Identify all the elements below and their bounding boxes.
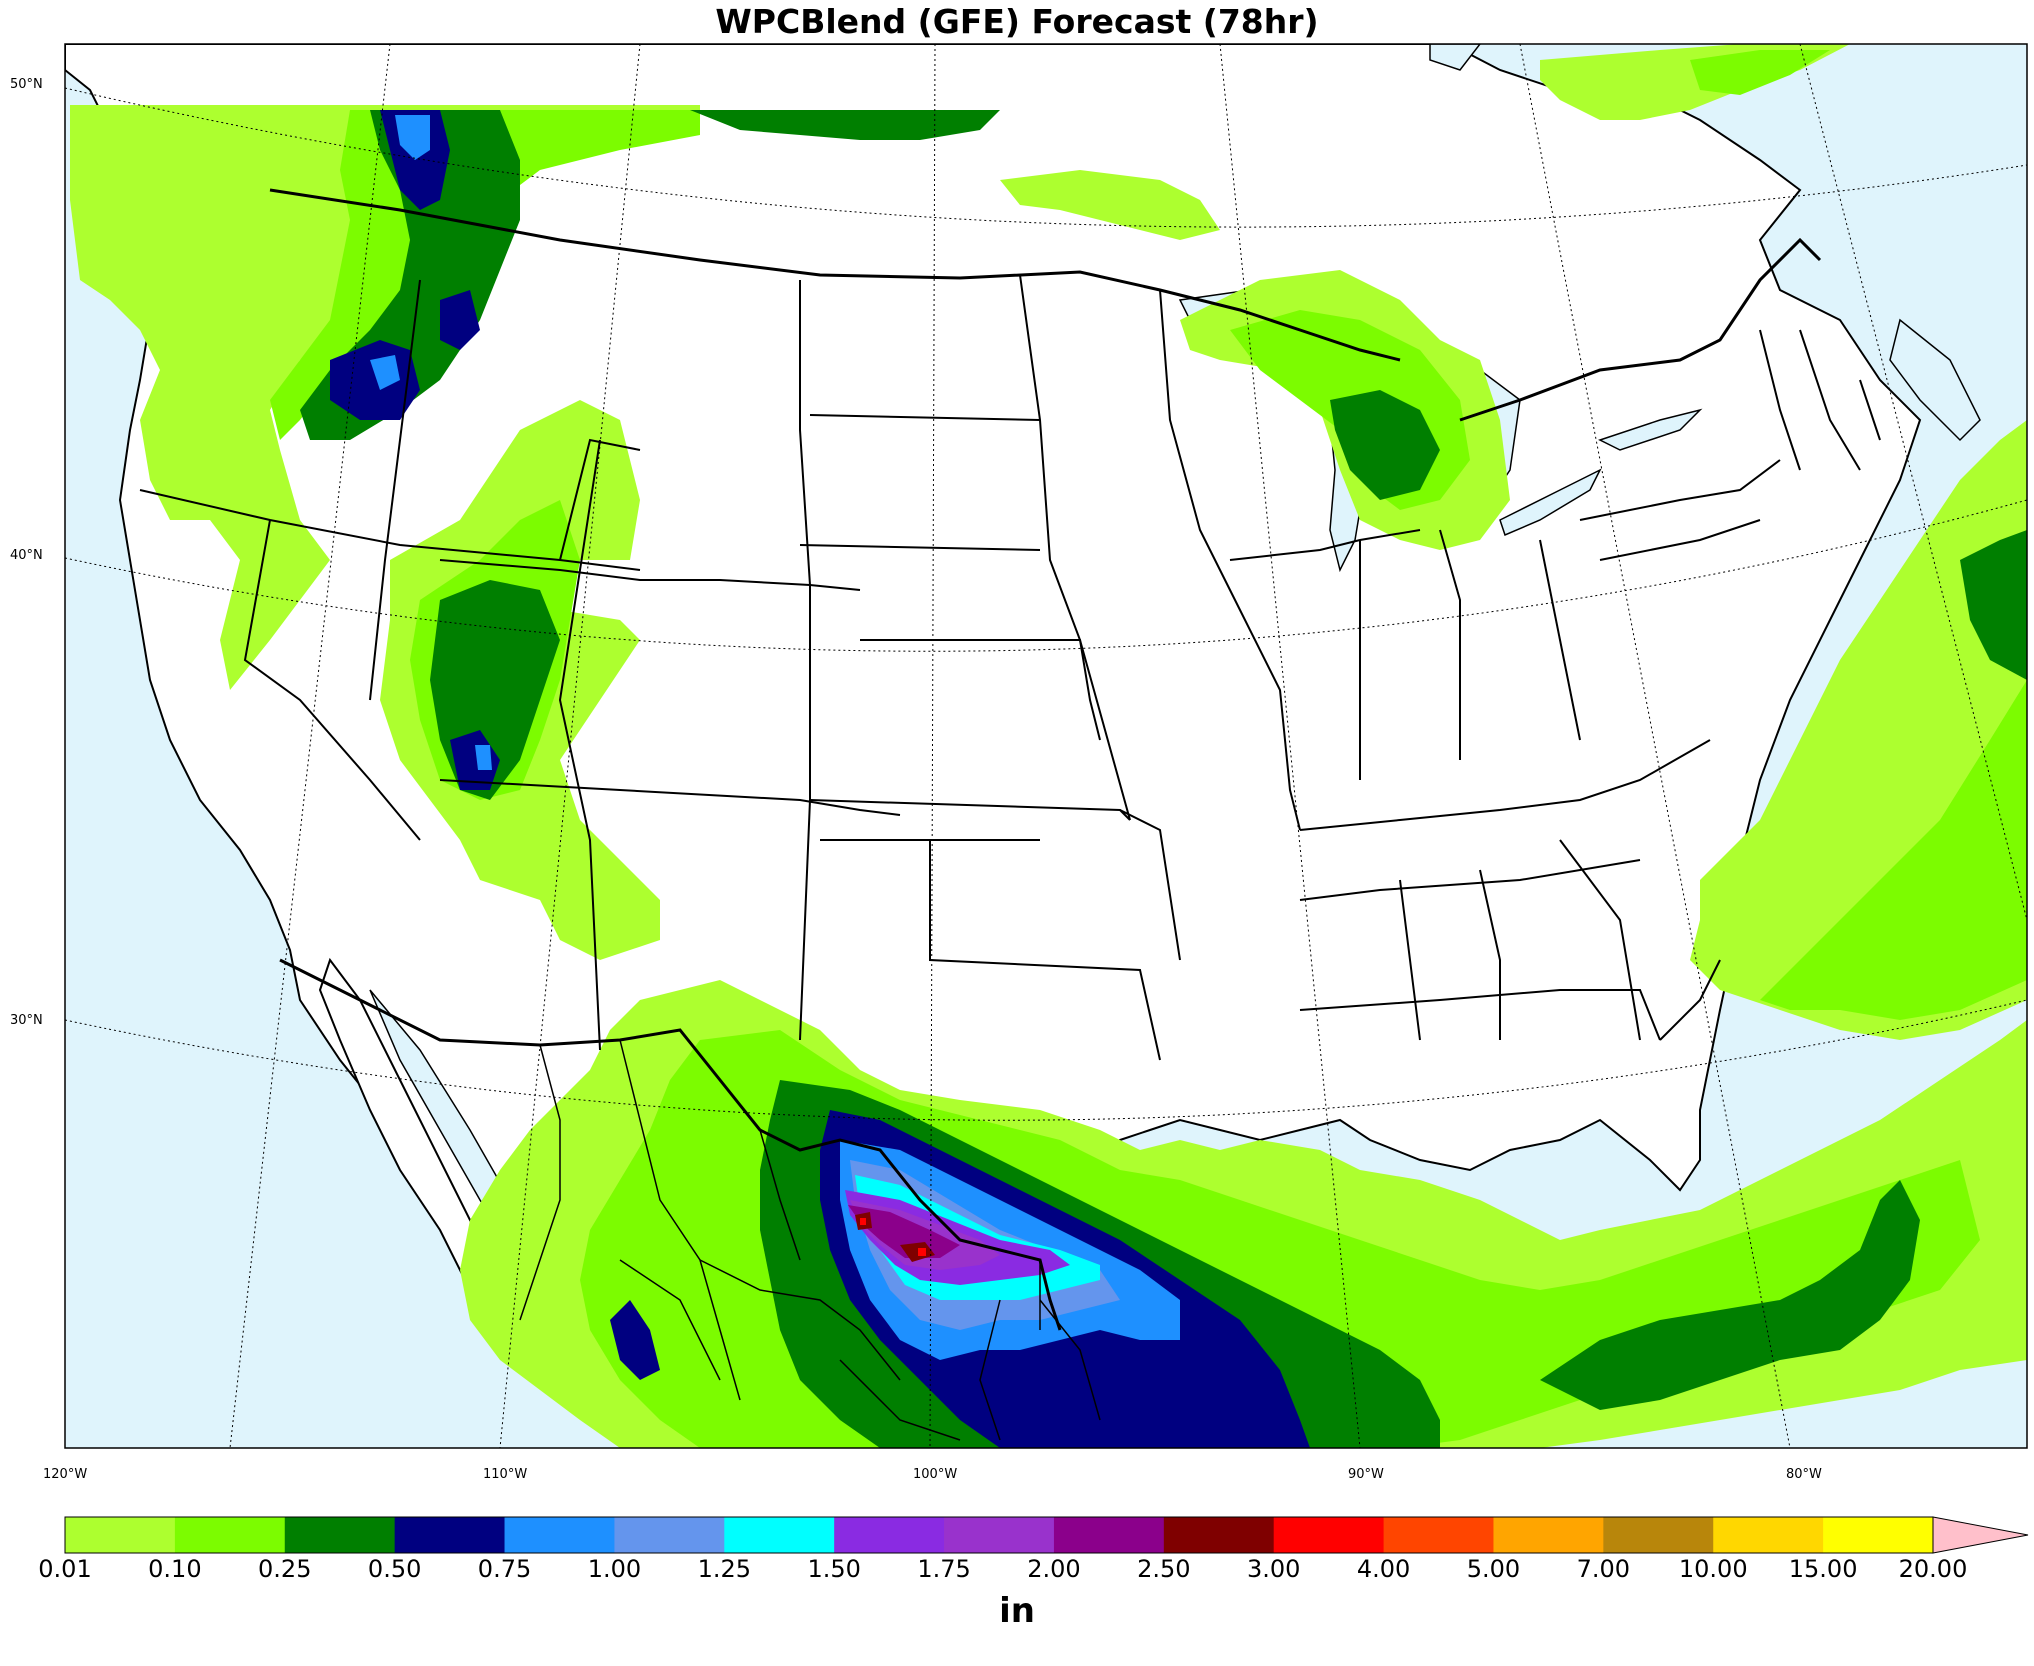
colorbar-tick-label: 15.00 <box>1788 1555 1858 1583</box>
colorbar-tick-label: 1.50 <box>807 1555 861 1583</box>
lon-label-120: 120°W <box>43 1467 88 1482</box>
colorbar-tick-label: 0.10 <box>148 1555 202 1583</box>
colorbar <box>64 1516 2029 1554</box>
lon-label-100: 100°W <box>913 1467 958 1482</box>
colorbar-segment <box>944 1517 1055 1553</box>
colorbar-tick-label: 10.00 <box>1678 1555 1748 1583</box>
lat-label-50: 50°N <box>10 77 43 92</box>
colorbar-segment <box>394 1517 506 1553</box>
colorbar-segment <box>174 1517 286 1553</box>
lat-label-40: 40°N <box>10 548 43 563</box>
colorbar-segment <box>1163 1517 1275 1553</box>
colorbar-tick-label: 1.25 <box>697 1555 751 1583</box>
lake-erie <box>1499 468 1602 537</box>
colorbar-tick-label: 5.00 <box>1466 1555 1521 1583</box>
lake-ontario <box>1598 408 1703 451</box>
precip-2.00-fill <box>848 1205 960 1258</box>
lon-label-80: 80°W <box>1786 1467 1822 1482</box>
colorbar-tick-label: 2.00 <box>1027 1555 1081 1583</box>
colorbar-segment <box>1273 1517 1385 1553</box>
map-frame <box>64 43 2028 1449</box>
colorbar-tick-label: 20.00 <box>1898 1555 1968 1583</box>
colorbar-tick-label: 1.75 <box>917 1555 971 1583</box>
colorbar-tick-label: 2.50 <box>1137 1555 1191 1583</box>
colorbar-tick-label: 7.00 <box>1576 1555 1631 1583</box>
colorbar-unit-label: in <box>999 1591 1035 1631</box>
colorbar-segment <box>724 1517 835 1553</box>
colorbar-segment <box>504 1517 615 1553</box>
colorbar-segment <box>614 1517 725 1553</box>
colorbar-segment <box>1053 1517 1165 1553</box>
chart-title: WPCBlend (GFE) Forecast (78hr) <box>715 2 1319 41</box>
graticule <box>65 44 2027 1448</box>
colorbar-segment <box>1713 1517 1824 1553</box>
colorbar-tick-label: 0.75 <box>477 1555 532 1583</box>
colorbar-segment <box>1493 1517 1604 1553</box>
lon-label-90: 90°W <box>1348 1467 1384 1482</box>
colorbar-tick-label: 1.00 <box>587 1555 642 1583</box>
colorbar-segment <box>1603 1517 1714 1553</box>
precip-3.00-fill <box>860 1218 926 1256</box>
colorbar-segment <box>284 1517 396 1553</box>
colorbar-segment <box>1823 1517 1934 1553</box>
colorbar-segment <box>1383 1517 1494 1553</box>
mexico-state-borders <box>519 1039 1101 1441</box>
colorbar-tick-label: 4.00 <box>1356 1555 1411 1583</box>
colorbar-tick-label: 0.25 <box>258 1555 312 1583</box>
lat-label-30: 30°N <box>10 1013 43 1028</box>
colorbar-segment <box>65 1517 176 1553</box>
colorbar-segment <box>834 1517 945 1553</box>
precipitation-map <box>64 43 2028 1449</box>
colorbar-extend-arrow <box>1932 1516 2029 1554</box>
state-borders <box>139 274 1881 1061</box>
colorbar-tick-label: 3.00 <box>1246 1555 1301 1583</box>
colorbar-tick-label: 0.01 <box>38 1555 92 1583</box>
colorbar-frame <box>64 1516 1934 1554</box>
colorbar-tick-label: 0.50 <box>367 1555 422 1583</box>
lon-label-110: 110°W <box>483 1467 528 1482</box>
